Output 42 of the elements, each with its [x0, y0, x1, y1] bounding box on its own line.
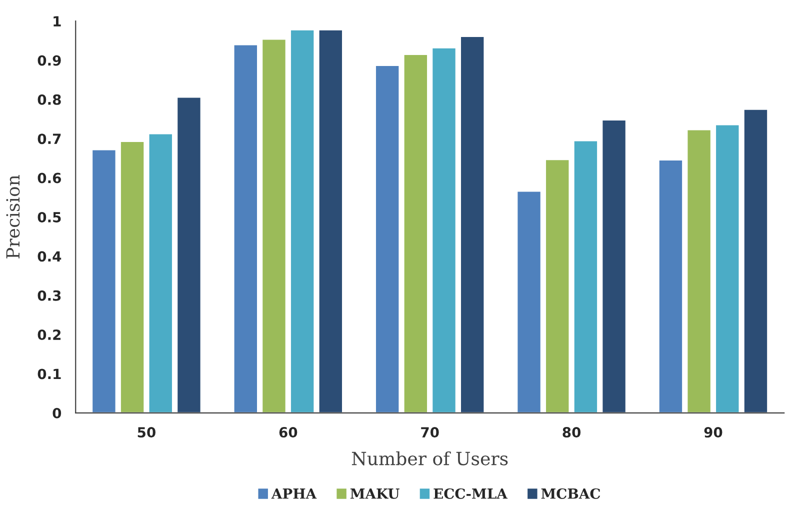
y-tick-label: 0.3 — [38, 290, 61, 301]
bar — [232, 44, 258, 413]
y-tick-label: 0.8 — [38, 94, 61, 105]
y-tick-label: 0.1 — [38, 368, 61, 380]
bar — [544, 158, 570, 413]
bar — [120, 140, 146, 413]
legend-label: ECC-MLA — [434, 488, 508, 499]
x-tick-label: 90 — [704, 427, 722, 438]
bar — [374, 64, 400, 413]
bar — [148, 132, 174, 413]
legend-label: MCBAC — [541, 488, 600, 499]
bar — [460, 36, 486, 413]
legend-label: MAKU — [350, 488, 400, 499]
y-tick-label: 0.2 — [38, 330, 61, 340]
x-tick-label: 50 — [138, 427, 156, 438]
bar — [290, 28, 316, 413]
bar — [516, 190, 542, 413]
x-tick-label: 70 — [421, 427, 439, 438]
bar — [658, 159, 684, 413]
legend-label: APHA — [271, 488, 317, 499]
x-tick-label: 60 — [279, 427, 298, 438]
y-tick-label: 1 — [54, 16, 61, 26]
y-tick-label: 0.4 — [38, 251, 62, 262]
y-tick-label: 0.9 — [38, 55, 61, 66]
y-tick-label: 0.5 — [38, 212, 61, 222]
y-tick-label: 0.7 — [38, 134, 61, 144]
bar — [318, 28, 344, 413]
y-tick-label: 0 — [52, 408, 62, 418]
bar — [742, 108, 768, 413]
bar — [91, 148, 117, 413]
bar — [402, 54, 428, 413]
y-tick-label: 0.6 — [38, 172, 61, 184]
bar — [176, 96, 202, 413]
bar — [572, 140, 598, 413]
bar — [261, 38, 287, 413]
bar — [431, 46, 457, 413]
x-tick-label: 80 — [562, 427, 581, 438]
bar — [714, 124, 740, 413]
x-axis-title: Number of Users — [352, 451, 508, 466]
bar — [686, 128, 712, 413]
bar — [601, 119, 627, 413]
y-axis-title: Precision — [6, 175, 20, 258]
